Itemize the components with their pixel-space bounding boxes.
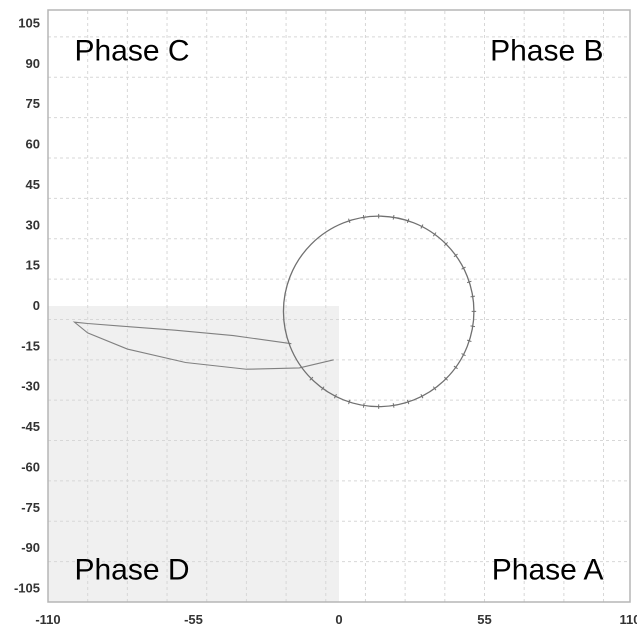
phase-plot: -105 -90 -75 -60 -45 -30 -15 0 15 30 45 60 75 90 105 -1… <box>0 0 637 638</box>
y-tick-label: 15 <box>26 258 40 273</box>
x-tick-label: 0 <box>335 612 342 627</box>
y-tick-label: 75 <box>26 96 40 111</box>
y-tick-label: -15 <box>21 338 40 353</box>
y-tick-label: -60 <box>21 459 40 474</box>
y-tick-label: -45 <box>21 419 40 434</box>
y-tick-label: -30 <box>21 379 40 394</box>
phase-label: Phase D <box>74 554 189 587</box>
phase-plot-container: { "chart": { "type": "phase-plot", "widt… <box>0 0 637 638</box>
y-tick-label: -105 <box>14 581 40 596</box>
x-tick-label: -110 <box>35 612 60 627</box>
phase-label: Phase C <box>74 34 189 67</box>
y-tick-label: 45 <box>26 177 40 192</box>
y-tick-label: 30 <box>26 217 40 232</box>
x-tick-label: 110 <box>620 612 637 627</box>
y-tick-label: -75 <box>21 500 40 515</box>
x-tick-label: 55 <box>477 612 491 627</box>
y-tick-label: 60 <box>26 137 40 152</box>
y-tick-label: 105 <box>18 15 40 30</box>
phase-label: Phase A <box>492 554 604 587</box>
y-tick-label: 90 <box>26 56 40 71</box>
y-tick-label: -90 <box>21 540 40 555</box>
x-tick-label: -55 <box>184 612 203 627</box>
phase-label: Phase B <box>490 34 603 67</box>
y-tick-label: 0 <box>33 298 40 313</box>
